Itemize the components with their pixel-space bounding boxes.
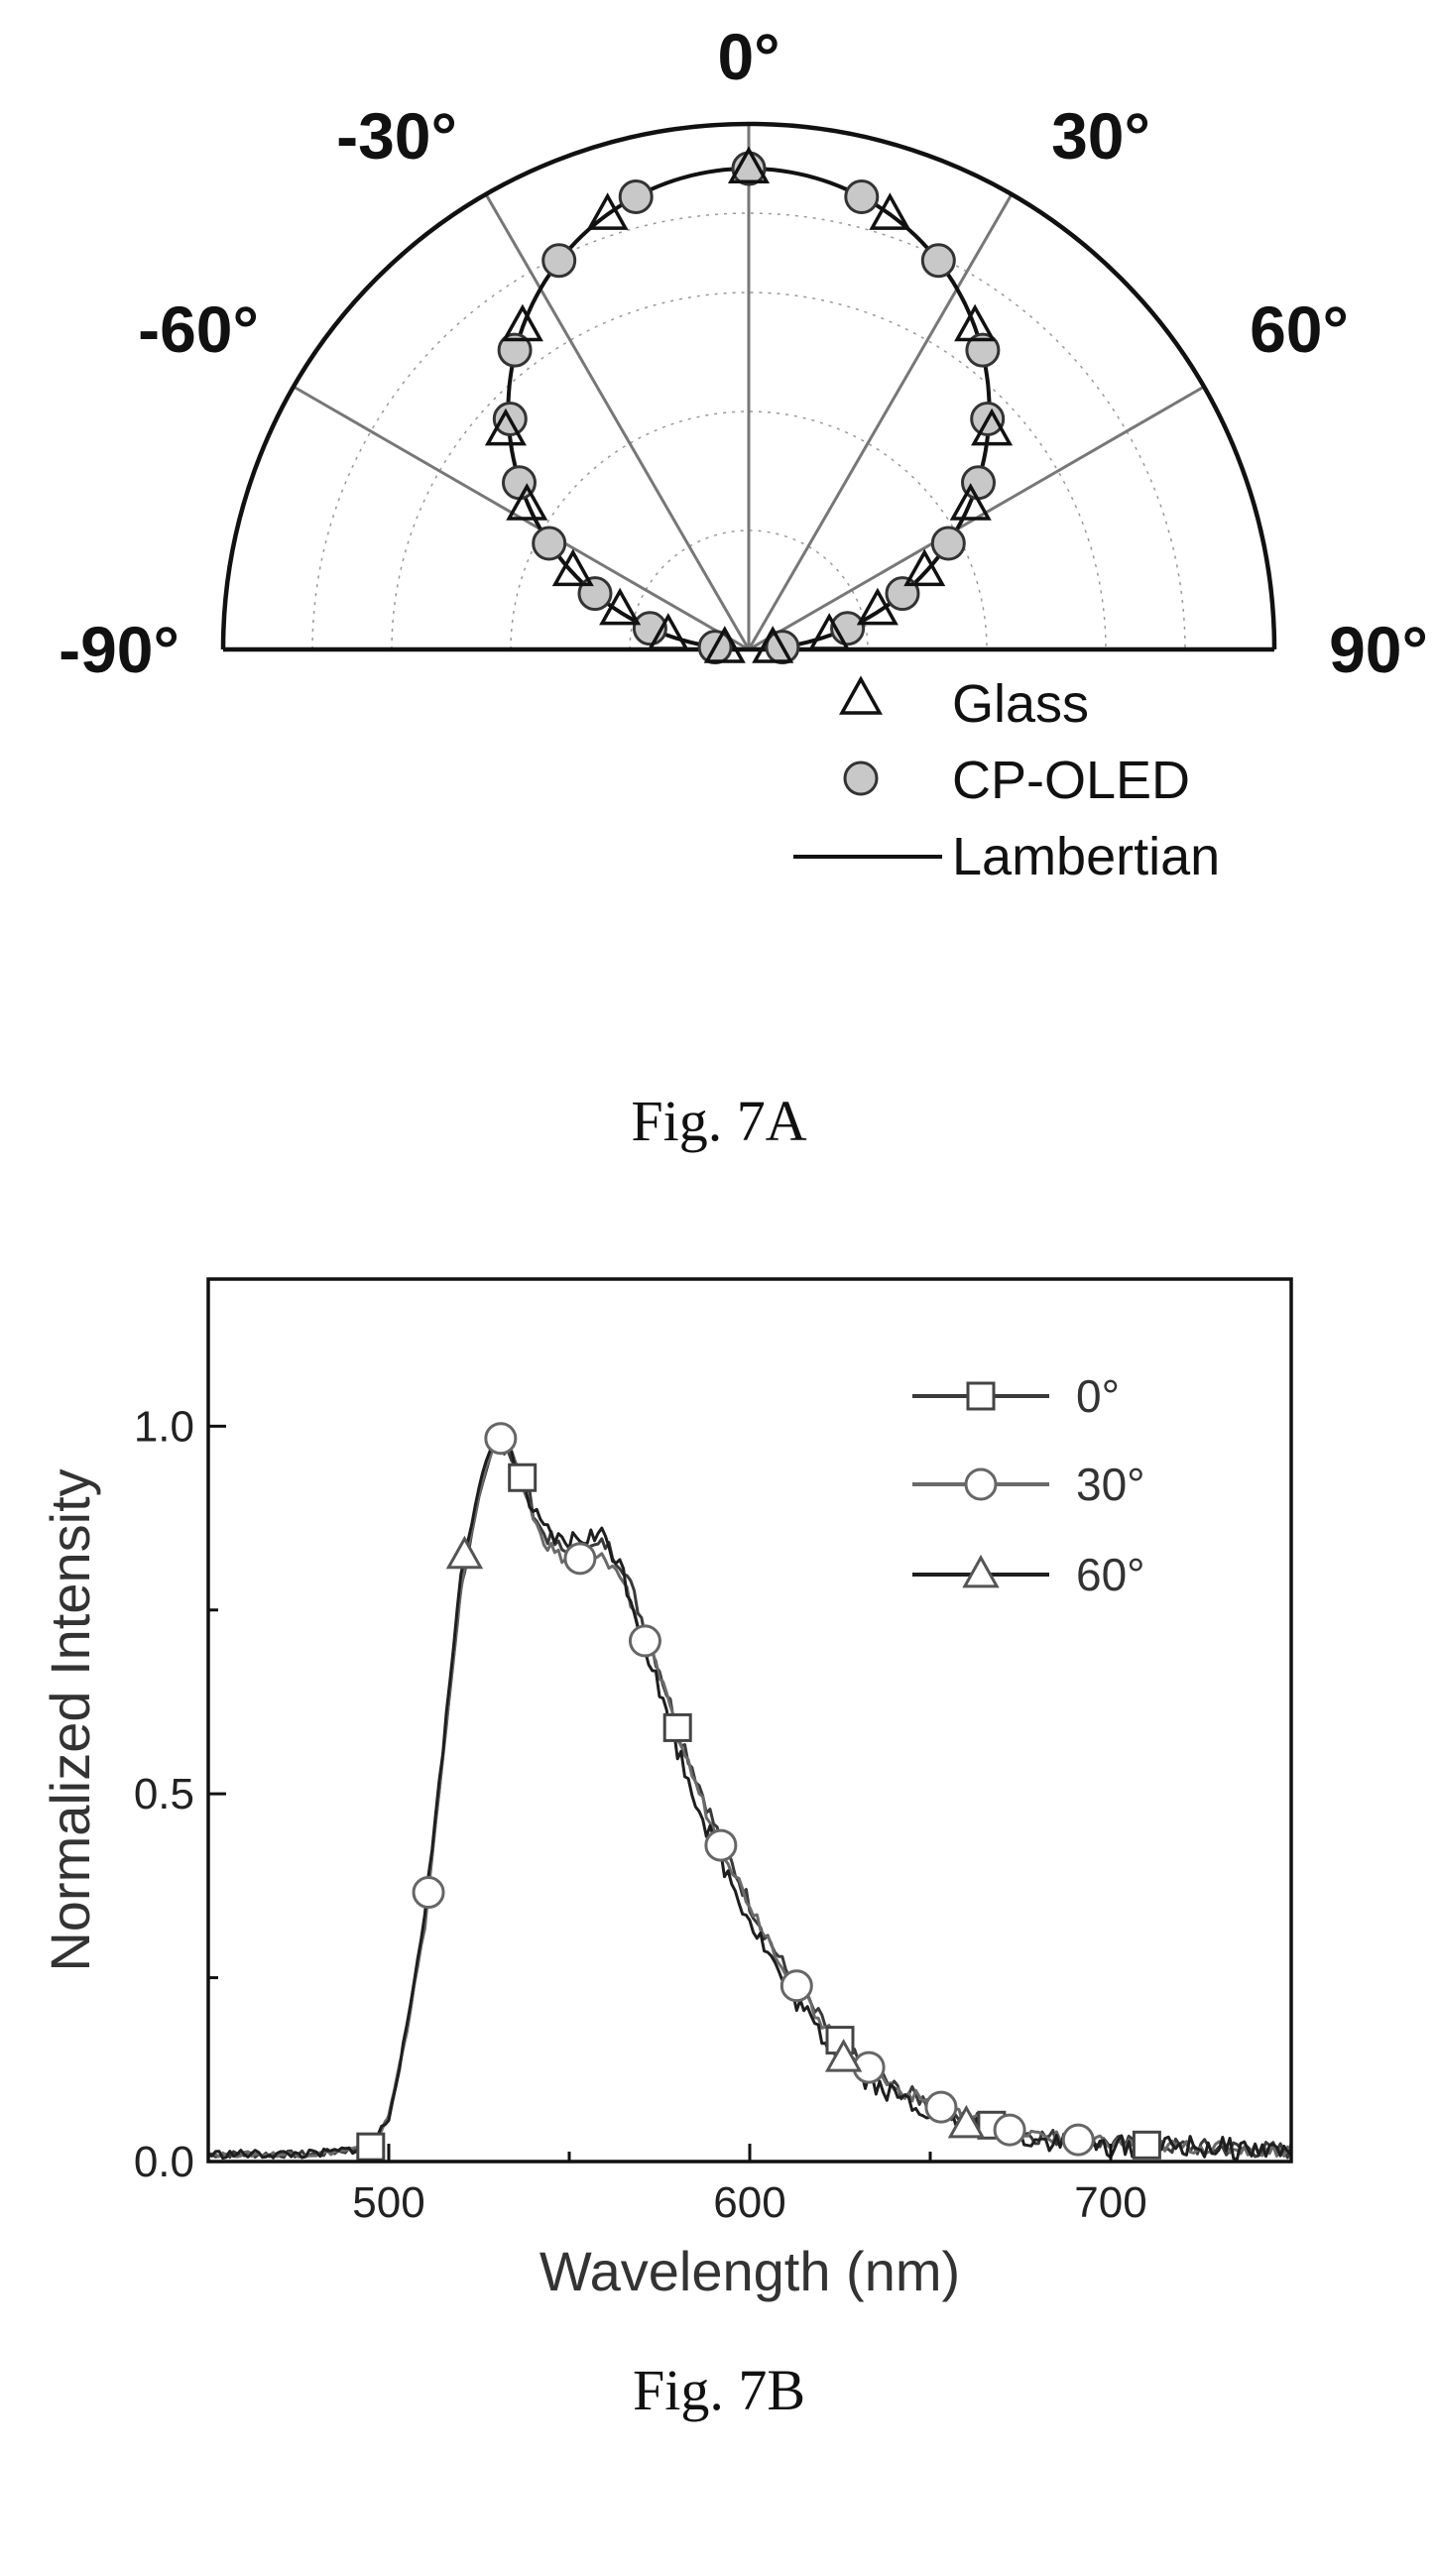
series-0deg-marker — [1132, 2130, 1161, 2160]
series-cp-oled-point — [618, 179, 654, 214]
series-glass-point — [501, 303, 543, 342]
series-30deg-marker — [704, 1828, 738, 1862]
series-cp-oled-point — [577, 576, 613, 612]
polar-angle-label: 60° — [1250, 293, 1349, 366]
series-glass-point — [954, 303, 997, 342]
series-0deg-marker — [508, 1463, 538, 1492]
polar-chart: -90° -60° -30° 0° 30° 60° 90° Glass CP-OLED Lamb… — [59, 20, 1428, 886]
series-60deg-marker — [947, 2104, 986, 2139]
series-glass-point — [551, 548, 594, 587]
x-axis-label: Wavelength (nm) — [539, 2240, 960, 2302]
series-30deg-marker — [779, 1969, 813, 2003]
spectrum-chart: 500 600 700 0.0 0.5 1.0 Wavelength (nm) Normali… — [39, 1277, 1293, 2302]
caption-fig-7b: Fig. 7B — [633, 2358, 805, 2422]
plot-frame — [206, 1277, 1293, 2164]
polar-angle-labels: -90° -60° -30° 0° 30° 60° 90° — [59, 20, 1428, 686]
series-0deg-marker — [662, 1712, 692, 1742]
series-glass-point — [484, 408, 527, 446]
legend-label: 0° — [1076, 1370, 1120, 1422]
series-30deg-marker — [1061, 2123, 1095, 2157]
series-glass-point — [869, 192, 911, 230]
spectrum-series — [207, 1422, 1293, 2162]
polar-outer-arc — [220, 121, 1277, 650]
series-glass-point — [506, 483, 548, 521]
legend-glass-marker — [839, 675, 883, 715]
legend-cp-oled-label: CP-OLED — [952, 751, 1190, 810]
series-glass-point — [586, 192, 629, 230]
polar-angle-label: 30° — [1051, 99, 1150, 173]
series-30deg-marker — [924, 2090, 958, 2124]
polar-grid — [220, 121, 1277, 652]
series-glass-point — [647, 613, 689, 650]
series-line-1 — [207, 1432, 1292, 2159]
spectrum-legend: 0° 30° 60° — [912, 1370, 1145, 1600]
polar-angle-label: -90° — [59, 613, 180, 686]
caption-fig-7a: Fig. 7A — [631, 1089, 806, 1153]
legend-lambertian-label: Lambertian — [952, 827, 1220, 886]
series-cp-oled-point — [541, 243, 577, 279]
series-cp-oled-point — [532, 526, 567, 561]
legend-glass-label: Glass — [952, 674, 1089, 734]
legend-label: 60° — [1076, 1549, 1145, 1600]
legend-30deg-marker — [964, 1467, 998, 1501]
polar-grid-arc — [629, 529, 869, 650]
polar-angle-label: -60° — [138, 293, 259, 366]
series-line-0 — [207, 1431, 1293, 2160]
series-cp-oled-point — [885, 576, 920, 612]
polar-legend: Glass CP-OLED Lambertian — [793, 674, 1220, 886]
series-glass-point — [703, 626, 746, 663]
series-glass-point — [727, 146, 771, 184]
series-30deg-marker — [628, 1624, 661, 1658]
series-glass-point — [971, 408, 1014, 446]
series-glass-point — [752, 626, 794, 663]
y-tick-label: 0.5 — [134, 1770, 194, 1818]
series-30deg-marker — [993, 2113, 1026, 2147]
y-tick-label: 0.0 — [134, 2138, 194, 2186]
polar-angle-label: 90° — [1329, 613, 1428, 686]
series-line-2 — [207, 1432, 1292, 2162]
series-60deg-marker — [824, 2039, 863, 2072]
x-tick-label: 600 — [713, 2178, 785, 2227]
series-cp-oled-point — [844, 179, 880, 214]
y-axis-label: Normalized Intensity — [39, 1468, 101, 1971]
legend-cp-oled-marker — [843, 761, 879, 796]
polar-angle-label: 0° — [717, 20, 779, 93]
polar-series — [484, 146, 1014, 665]
x-tick-label: 500 — [352, 2178, 424, 2227]
polar-angle-label: -30° — [336, 99, 457, 173]
y-tick-label: 1.0 — [134, 1402, 194, 1451]
series-glass-point — [808, 613, 851, 650]
series-glass-point — [856, 587, 899, 626]
polar-spoke — [747, 193, 1014, 650]
legend-label: 30° — [1076, 1459, 1145, 1510]
spectrum-axes: 500 600 700 0.0 0.5 1.0 Wavelength (nm) Normali… — [39, 1277, 1293, 2302]
x-tick-label: 700 — [1074, 2178, 1146, 2227]
series-glass-point — [903, 548, 946, 587]
series-60deg-marker — [445, 1535, 484, 1570]
series-cp-oled-point — [930, 526, 966, 561]
series-cp-oled-point — [920, 243, 956, 279]
series-cp-oled-point — [497, 332, 533, 368]
legend-60deg-marker — [962, 1554, 1000, 1588]
series-cp-oled-point — [965, 332, 1001, 368]
series-glass-point — [949, 483, 992, 521]
series-glass-point — [599, 587, 642, 626]
polar-spoke — [484, 193, 751, 650]
legend-0deg-marker — [966, 1381, 996, 1411]
series-0deg-marker — [356, 2132, 386, 2162]
series-30deg-marker — [563, 1542, 597, 1576]
series-30deg-marker — [412, 1876, 445, 1910]
polar-grid-arc — [311, 212, 1186, 650]
series-30deg-marker — [484, 1422, 518, 1456]
